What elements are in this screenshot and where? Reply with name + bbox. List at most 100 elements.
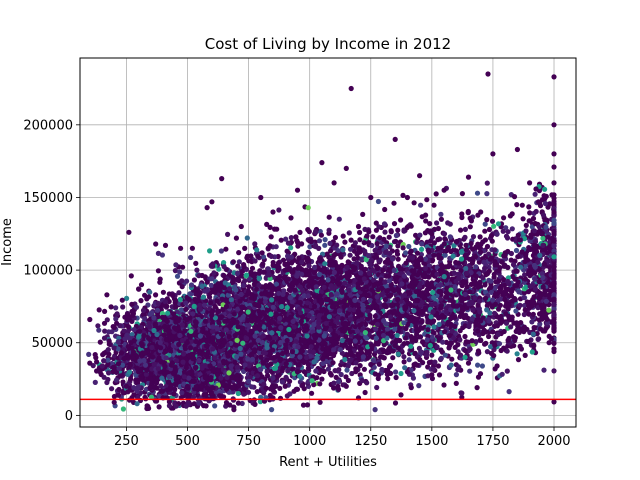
scatter-point [119,297,125,303]
scatter-point [157,325,163,331]
scatter-point [166,374,172,380]
scatter-point [117,373,123,379]
scatter-point [259,250,265,256]
scatter-point [183,306,189,312]
scatter-point [151,361,157,368]
scatter-point [173,403,179,409]
scatter-point [196,400,202,406]
scatter-point [168,384,174,390]
scatter-point [218,375,224,381]
scatter-point [187,345,194,351]
scatter-point [147,385,153,391]
scatter-point [135,384,141,390]
scatter-point [169,334,175,340]
scatter-point [204,279,210,285]
scatter-point [210,324,216,330]
scatter-point [160,289,166,295]
scatter-point [111,345,117,351]
scatter-point [120,304,126,310]
scatter-point [114,311,120,317]
scatter-point [122,336,128,342]
scatter-point [197,333,203,339]
scatter-point [243,272,250,278]
scatter-point [92,379,98,385]
scatter-point [113,305,119,311]
scatter-point [300,382,306,388]
scatter-point [191,303,197,309]
scatter-point [242,245,248,251]
scatter-point [141,357,147,364]
scatter-point [130,312,136,318]
scatter-point [236,250,242,256]
scatter-point [179,390,185,396]
scatter-point [322,237,328,243]
scatter-point [213,283,219,289]
scatter-point [133,304,140,310]
scatter-point [254,389,260,395]
scatter-point [125,389,131,395]
scatter-point [209,276,215,282]
scatter-point [241,264,247,270]
scatter-point [193,291,200,297]
scatter-point [108,304,114,310]
scatter-point [235,390,241,397]
scatter-point [284,393,290,399]
scatter-point [157,340,163,346]
scatter-point [181,369,187,375]
scatter-point [140,307,147,313]
scatter-point [277,385,283,391]
scatter-point [101,320,108,326]
scatter-point [113,377,120,383]
scatter-point [177,296,183,303]
scatter-point [239,400,245,407]
scatter-point [240,340,246,346]
scatter-point [157,279,163,285]
scatter-point [233,342,239,348]
scatter-point [202,318,208,324]
scatter-point [171,325,178,331]
scatter-point [232,332,238,338]
scatter-point [372,407,378,413]
scatter-point [244,235,250,241]
scatter-point [269,383,276,389]
scatter-point [364,380,370,386]
scatter-point [127,369,133,375]
scatter-point [218,248,224,254]
scatter-point [190,356,196,362]
scatter-point [179,322,185,328]
scatter-point [183,403,189,409]
scatter-point [97,339,103,345]
scatter-point [236,277,242,284]
scatter-point [171,391,177,397]
scatter-point [181,374,187,380]
scatter-point [287,378,293,384]
scatter-point [208,375,214,381]
scatter-point [93,355,99,361]
scatter-point [130,355,136,361]
scatter-point [317,399,323,405]
chart-title: Cost of Living by Income in 2012 [205,35,451,53]
scatter-point [116,386,122,393]
scatter-point [131,392,137,398]
scatter-point [257,399,263,405]
scatter-point [300,402,307,408]
scatter-point [141,333,147,339]
scatter-point [209,328,216,334]
scatter-point [146,320,152,327]
scatter-point [158,359,164,365]
scatter-point [131,385,137,391]
scatter-point [160,315,166,321]
scatter-point [86,351,92,357]
scatter-point [230,259,236,265]
scatter-point [130,349,137,355]
scatter-point [197,306,204,312]
scatter-point [101,374,107,380]
scatter-point [202,302,208,308]
scatter-point [120,406,126,412]
scatter-point [120,388,126,395]
scatter-point [258,366,264,373]
scatter-point [233,294,239,300]
scatter-point [225,353,231,359]
scatter-point [226,370,232,376]
scatter-point [179,284,185,290]
